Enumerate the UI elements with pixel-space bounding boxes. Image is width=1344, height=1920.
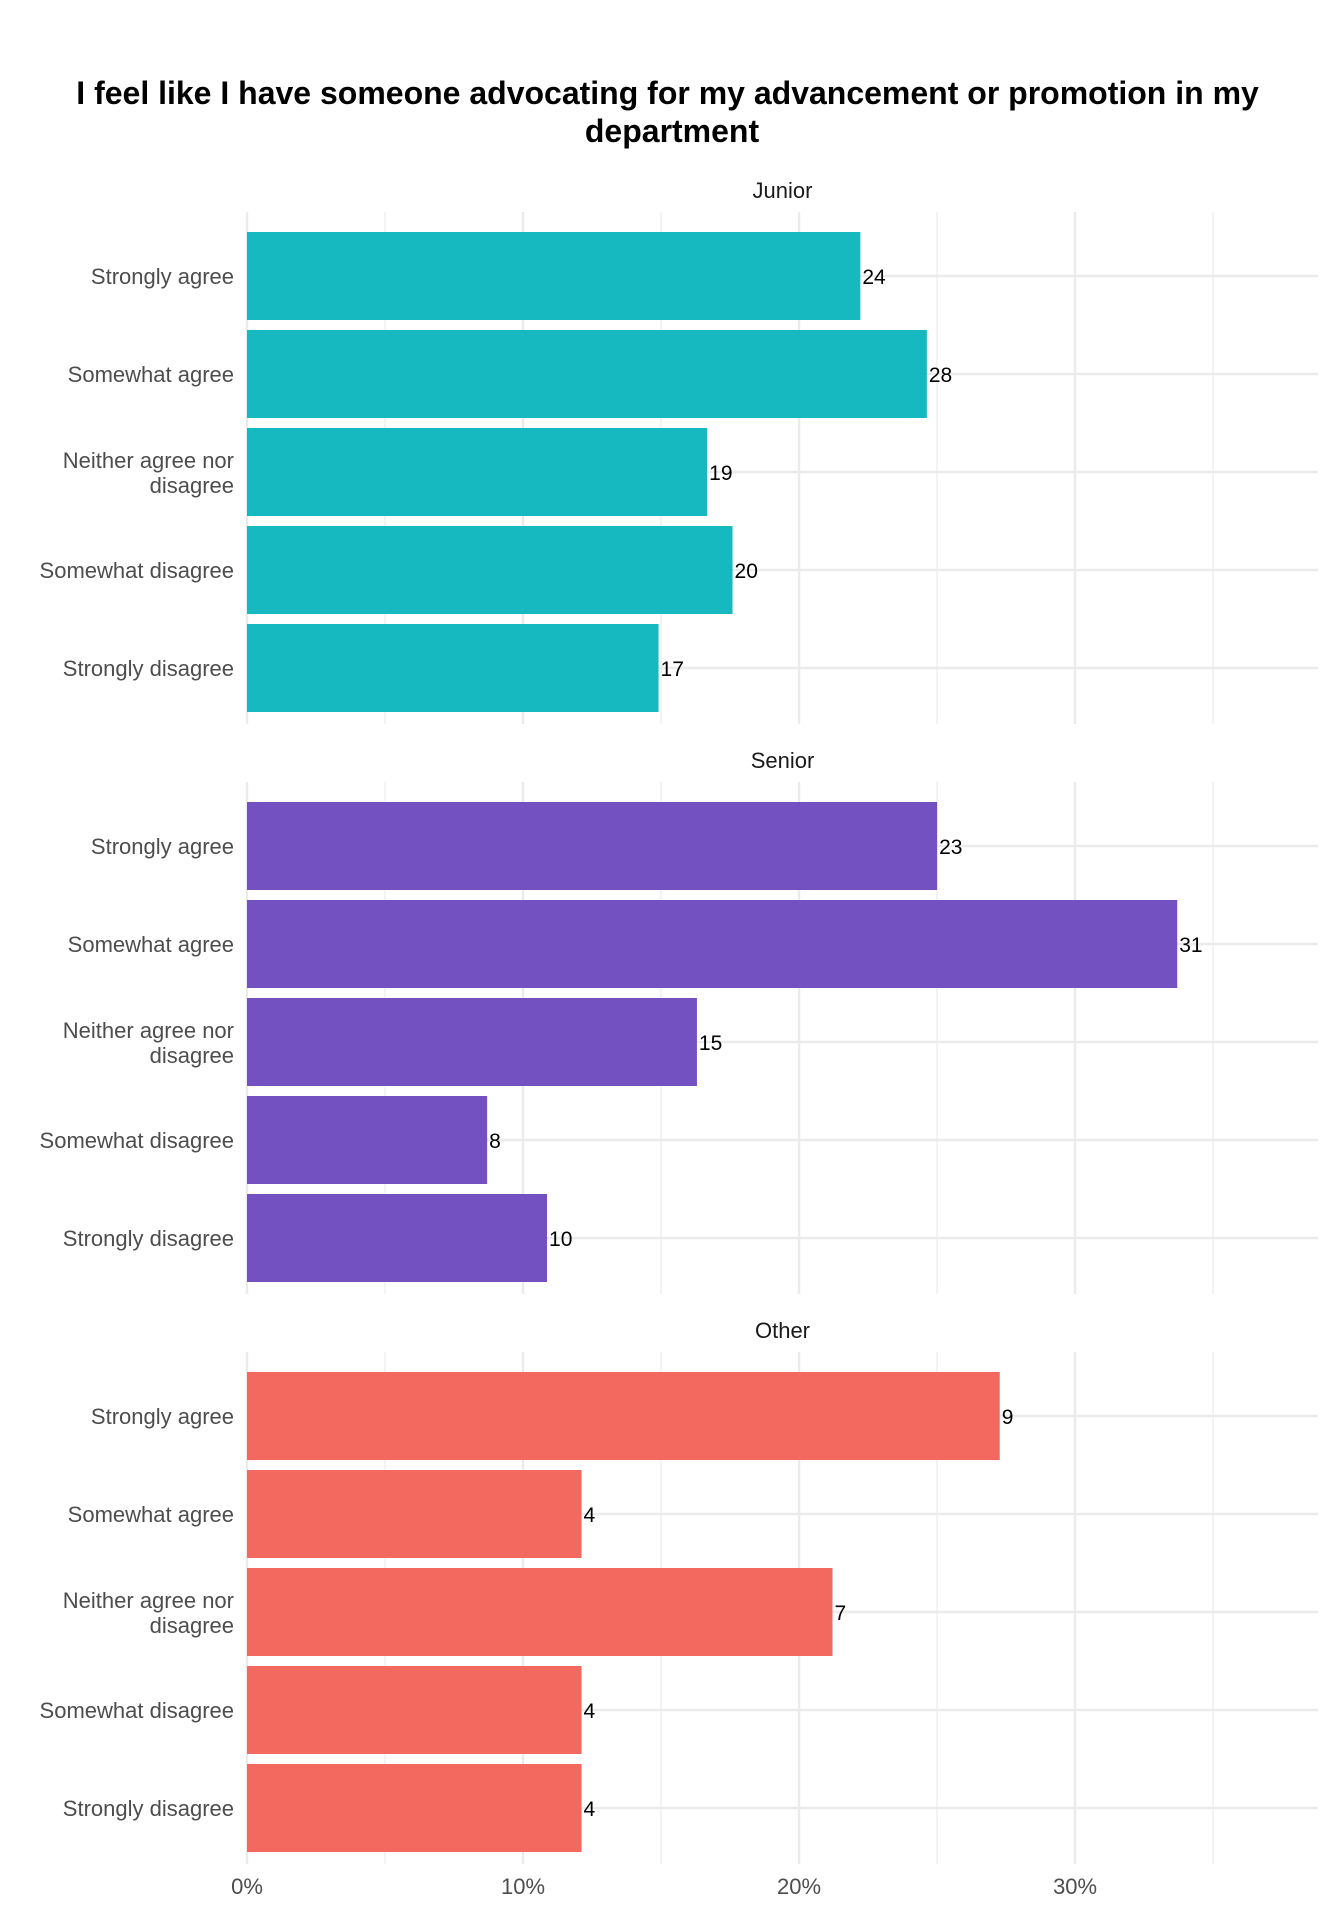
chart-title: I feel like I have someone advocating fo…: [76, 75, 1267, 149]
bar-value-label: 9: [1002, 1406, 1014, 1429]
category-label: Somewhat agree: [68, 362, 234, 387]
category-label-line: Strongly agree: [91, 834, 234, 859]
category-label-line: Somewhat disagree: [40, 1128, 234, 1153]
category-label: Neither agree nor disagree: [63, 1018, 234, 1068]
category-label-line: Somewhat disagree: [40, 558, 234, 583]
panel-strip-label: Senior: [751, 748, 815, 773]
category-label: Strongly disagree: [63, 1226, 234, 1251]
bar: [247, 900, 1177, 988]
bar-value-label: 17: [661, 658, 684, 681]
category-label: Strongly agree: [91, 834, 234, 859]
category-label-line: Neither agree nor: [63, 1588, 234, 1613]
category-label: Neither agree nor disagree: [63, 448, 234, 498]
panel-junior: Junior 24 Strongly agree 28 Somewhat agree 19…: [40, 178, 1318, 724]
bar: [247, 428, 707, 516]
category-label: Strongly agree: [91, 1404, 234, 1429]
category-label: Somewhat disagree: [40, 1128, 234, 1153]
bar-value-label: 28: [929, 364, 952, 387]
bar: [247, 526, 733, 614]
chart: I feel like I have someone advocating fo…: [0, 0, 1344, 1920]
category-label-line: Somewhat agree: [68, 362, 234, 387]
bar: [247, 1470, 582, 1558]
category-label-line: Strongly agree: [91, 264, 234, 289]
panel-other: Other 9 Strongly agree 4 Somewhat agree 7 Neit…: [40, 1318, 1318, 1864]
category-label-line: Somewhat agree: [68, 1502, 234, 1527]
category-label-line: disagree: [150, 1613, 234, 1638]
bar: [247, 1568, 832, 1656]
bar-value-label: 24: [862, 266, 886, 289]
chart-title-line-2: department: [585, 113, 760, 149]
bar-value-label: 4: [584, 1798, 596, 1821]
panel-strip-label: Other: [755, 1318, 810, 1343]
category-label-line: disagree: [150, 473, 234, 498]
bar-value-label: 10: [549, 1228, 572, 1251]
bar-value-label: 20: [735, 560, 758, 583]
x-tick-label: 20%: [777, 1874, 821, 1899]
category-label-line: Strongly disagree: [63, 656, 234, 681]
bar-value-label: 8: [489, 1130, 501, 1153]
category-label: Somewhat agree: [68, 1502, 234, 1527]
bar: [247, 1764, 582, 1852]
x-tick-label: 0%: [231, 1874, 263, 1899]
x-tick-label: 10%: [501, 1874, 545, 1899]
category-label: Strongly agree: [91, 264, 234, 289]
category-label: Somewhat agree: [68, 932, 234, 957]
bar-value-label: 31: [1179, 934, 1202, 957]
bar: [247, 232, 860, 320]
category-label-line: Strongly agree: [91, 1404, 234, 1429]
category-label: Neither agree nor disagree: [63, 1588, 234, 1638]
category-label: Somewhat disagree: [40, 1698, 234, 1723]
category-label-line: Strongly disagree: [63, 1226, 234, 1251]
category-label-line: Somewhat agree: [68, 932, 234, 957]
chart-title-line-1: I feel like I have someone advocating fo…: [76, 75, 1259, 111]
bar-value-label: 4: [584, 1700, 596, 1723]
panel-senior: Senior 23 Strongly agree 31 Somewhat agree 15…: [40, 748, 1318, 1294]
panel-strip-label: Junior: [753, 178, 813, 203]
bar: [247, 1096, 487, 1184]
x-axis: 0% 10% 20% 30%: [231, 1874, 1097, 1899]
category-label-line: Neither agree nor: [63, 448, 234, 473]
bar: [247, 998, 697, 1086]
bar-value-label: 7: [834, 1602, 846, 1625]
bar-value-label: 15: [699, 1032, 722, 1055]
category-label-line: Neither agree nor: [63, 1018, 234, 1043]
bar: [247, 802, 937, 890]
bar-value-label: 19: [709, 462, 732, 485]
bar-value-label: 4: [584, 1504, 596, 1527]
bar: [247, 624, 659, 712]
x-tick-label: 30%: [1053, 1874, 1097, 1899]
category-label-line: Strongly disagree: [63, 1796, 234, 1821]
category-label: Strongly disagree: [63, 656, 234, 681]
bar-value-label: 23: [939, 836, 962, 859]
bar: [247, 1194, 547, 1282]
category-label-line: Somewhat disagree: [40, 1698, 234, 1723]
category-label-line: disagree: [150, 1043, 234, 1068]
bar: [247, 1666, 582, 1754]
category-label: Strongly disagree: [63, 1796, 234, 1821]
bar: [247, 1372, 1000, 1460]
category-label: Somewhat disagree: [40, 558, 234, 583]
bar: [247, 330, 927, 418]
facet-panels: Junior 24 Strongly agree 28 Somewhat agree 19…: [40, 178, 1318, 1864]
